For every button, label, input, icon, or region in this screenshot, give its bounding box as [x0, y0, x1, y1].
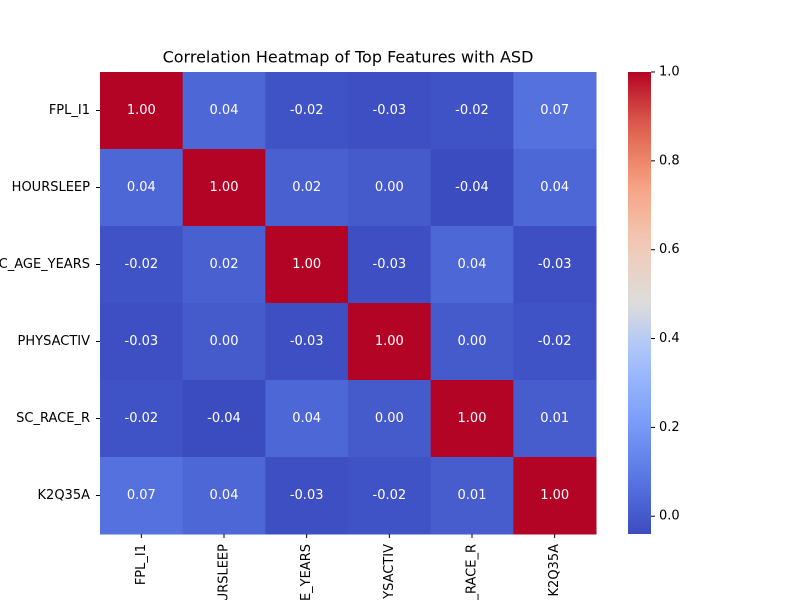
cell-label: 1.00	[292, 257, 321, 272]
cell-label: 0.04	[210, 103, 239, 118]
cell-label: 0.02	[292, 180, 321, 195]
cell-label: 0.07	[127, 488, 156, 503]
heatmap-cell	[430, 457, 514, 535]
cell-label: -0.03	[290, 334, 324, 349]
cell-label: -0.03	[373, 257, 407, 272]
colorbar-tick-label: 0.8	[659, 153, 680, 168]
heatmap-cell	[348, 380, 432, 458]
heatmap-cell	[513, 149, 597, 227]
heatmap-cell	[348, 149, 432, 227]
cell-label: 0.01	[540, 411, 569, 426]
heatmap-cell	[513, 72, 597, 150]
heatmap-cell	[100, 149, 184, 227]
heatmap-cell	[265, 149, 349, 227]
x-tick-label: FPL_I1	[134, 544, 149, 585]
x-tick-label: PHYSACTIV	[382, 544, 397, 600]
colorbar	[628, 72, 651, 534]
cell-label: 0.04	[210, 488, 239, 503]
heatmap-cell	[182, 226, 266, 304]
heatmap-cell	[430, 226, 514, 304]
cell-label: 0.01	[458, 488, 487, 503]
colorbar-tick-label: 1.0	[659, 65, 680, 80]
cell-label: -0.02	[125, 257, 159, 272]
chart-title: Correlation Heatmap of Top Features with…	[163, 48, 534, 67]
cell-label: 0.04	[458, 257, 487, 272]
y-tick-label: HOURSLEEP	[12, 180, 90, 195]
heatmap-cell	[100, 226, 184, 304]
colorbar-tick-label: 0.2	[659, 420, 680, 435]
cell-label: -0.03	[538, 257, 572, 272]
cell-label: 0.00	[458, 334, 487, 349]
cell-label: 0.04	[540, 180, 569, 195]
heatmap-cell	[348, 226, 432, 304]
y-tick-label: FPL_I1	[49, 103, 90, 118]
heatmap-cell	[182, 72, 266, 150]
cell-label: -0.02	[290, 103, 324, 118]
y-tick-label: SC_AGE_YEARS	[0, 257, 90, 272]
cell-label: 0.07	[540, 103, 569, 118]
colorbar-tick-label: 0.0	[659, 509, 680, 524]
y-tick-label: PHYSACTIV	[18, 334, 91, 349]
heatmap-cell	[182, 303, 266, 381]
heatmap-cell	[100, 72, 184, 150]
heatmap-cell	[265, 457, 349, 535]
cell-label: 1.00	[375, 334, 404, 349]
cell-label: -0.03	[373, 103, 407, 118]
heatmap-cell	[265, 72, 349, 150]
heatmap-cell	[265, 226, 349, 304]
heatmap-cell	[100, 303, 184, 381]
cell-label: 1.00	[127, 103, 156, 118]
heatmap-cell	[348, 303, 432, 381]
heatmap-cell	[513, 457, 597, 535]
cell-label: -0.02	[538, 334, 572, 349]
heatmap-cell	[348, 457, 432, 535]
cell-label: -0.03	[125, 334, 159, 349]
cell-label: 0.00	[210, 334, 239, 349]
heatmap-cell	[182, 149, 266, 227]
cell-label: -0.02	[455, 103, 489, 118]
cell-label: 0.04	[127, 180, 156, 195]
x-tick-label: SC_AGE_YEARS	[299, 544, 314, 600]
cell-label: 0.02	[210, 257, 239, 272]
heatmap-cell	[513, 226, 597, 304]
heatmap-cell	[430, 303, 514, 381]
heatmap-cell	[100, 380, 184, 458]
y-tick-label: K2Q35A	[38, 488, 91, 503]
cell-label: 1.00	[458, 411, 487, 426]
heatmap-cell	[265, 380, 349, 458]
heatmap-cell	[348, 72, 432, 150]
heatmap-cell	[430, 72, 514, 150]
cell-label: -0.03	[290, 488, 324, 503]
heatmap-cell	[182, 380, 266, 458]
heatmap-cell	[430, 380, 514, 458]
x-tick-label: HOURSLEEP	[217, 544, 232, 600]
heatmap-cell	[513, 303, 597, 381]
cell-label: -0.02	[373, 488, 407, 503]
heatmap-cell	[100, 457, 184, 535]
cell-label: 1.00	[210, 180, 239, 195]
heatmap-cell	[182, 457, 266, 535]
x-tick-label: SC_RACE_R	[465, 544, 480, 600]
heatmap-cell	[265, 303, 349, 381]
heatmap-cell	[430, 149, 514, 227]
y-tick-label: SC_RACE_R	[16, 411, 90, 426]
colorbar-tick-label: 0.4	[659, 331, 680, 346]
cell-label: -0.04	[207, 411, 241, 426]
cell-label: -0.02	[125, 411, 159, 426]
cell-label: -0.04	[455, 180, 489, 195]
cell-label: 1.00	[540, 488, 569, 503]
cell-label: 0.00	[375, 411, 404, 426]
heatmap-cell	[513, 380, 597, 458]
x-tick-label: K2Q35A	[547, 544, 562, 597]
cell-label: 0.00	[375, 180, 404, 195]
colorbar-tick-label: 0.6	[659, 242, 680, 257]
cell-label: 0.04	[292, 411, 321, 426]
